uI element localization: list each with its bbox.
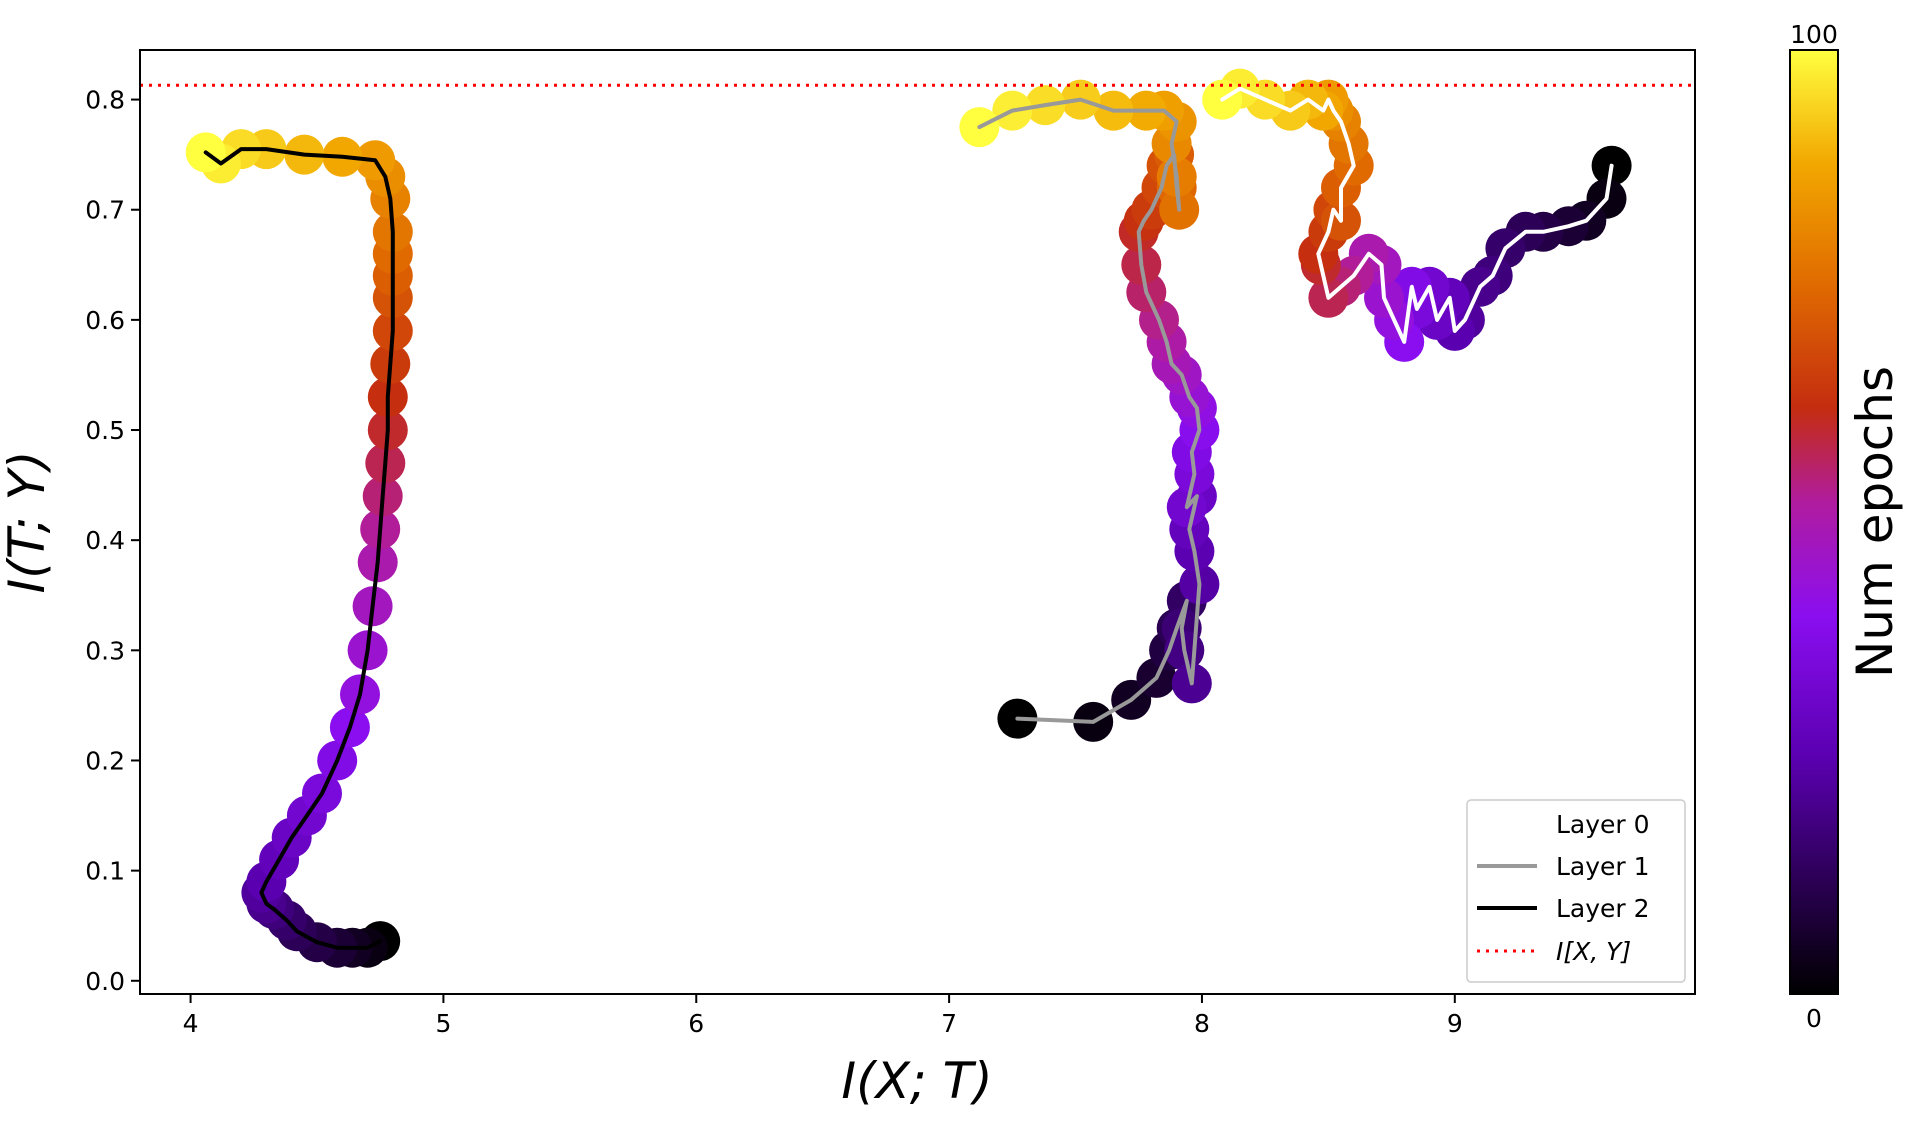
x-tick-label: 8 [1194, 1009, 1210, 1038]
y-tick-label: 0.7 [85, 196, 125, 225]
plot-frame [139, 49, 1696, 995]
series-line-layer-1 [977, 97, 1202, 724]
y-tick-label: 0.4 [85, 526, 125, 555]
x-axis-ticks: 4 5 6 7 8 9 [183, 994, 1463, 1038]
legend-label-layer-1: Layer 1 [1556, 852, 1650, 881]
y-tick-label: 0.1 [85, 857, 125, 886]
series-markers-layer-0 [1202, 68, 1632, 362]
series-markers-layer-1 [959, 79, 1220, 742]
colorbar: 100 0 Num epochs [1789, 20, 1904, 1033]
line-layer [203, 86, 1614, 950]
colorbar-min-label: 0 [1806, 1004, 1822, 1033]
x-axis-label: I(X; T) [841, 1052, 992, 1110]
series-line-layer-0 [1220, 86, 1614, 344]
series-line-layer-2 [203, 147, 395, 950]
y-axis-label: I(T; Y) [0, 451, 56, 594]
x-tick-label: 9 [1447, 1009, 1463, 1038]
legend-label-layer-2: Layer 2 [1556, 894, 1650, 923]
y-axis-ticks: 0.0 0.1 0.2 0.3 0.4 0.5 0.6 0.7 0.8 [85, 86, 140, 996]
y-tick-label: 0.3 [85, 636, 125, 665]
marker-layer [185, 68, 1632, 968]
y-tick-label: 0.0 [85, 967, 125, 996]
x-tick-label: 5 [435, 1009, 451, 1038]
colorbar-label: Num epochs [1846, 366, 1904, 678]
y-tick-label: 0.2 [85, 746, 125, 775]
legend-label-layer-0: Layer 0 [1556, 810, 1650, 839]
x-tick-label: 7 [941, 1009, 957, 1038]
legend-label-ixy: I[X, Y] [1556, 937, 1631, 966]
colorbar-max-label: 100 [1790, 20, 1838, 49]
legend-box [1466, 799, 1686, 983]
colorbar-gradient [1789, 49, 1839, 995]
y-tick-label: 0.8 [85, 86, 125, 115]
x-tick-label: 6 [688, 1009, 704, 1038]
y-tick-label: 0.6 [85, 306, 125, 335]
legend: Layer 0 Layer 1 Layer 2 I[X, Y] [1466, 799, 1686, 983]
y-tick-label: 0.5 [85, 416, 125, 445]
x-tick-label: 4 [183, 1009, 199, 1038]
